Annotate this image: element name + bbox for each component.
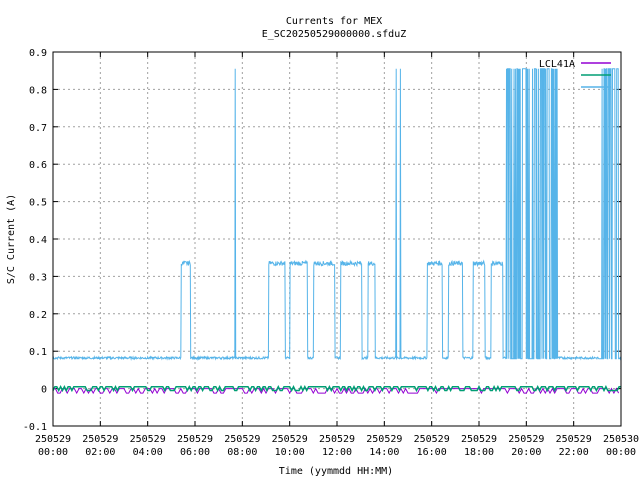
- x-tick-label-date: 250529: [272, 434, 308, 445]
- plot-frame: [52, 51, 622, 427]
- x-tick-label-time: 12:00: [322, 447, 352, 458]
- y-axis-label: S/C Current (A): [6, 194, 17, 284]
- y-tick-label: 0.6: [29, 160, 47, 171]
- x-tick-label-time: 00:00: [38, 447, 68, 458]
- x-tick-label-date: 250529: [366, 434, 402, 445]
- legend: LCL41A: [539, 59, 611, 88]
- x-tick-label-date: 250529: [414, 434, 450, 445]
- y-tick-label: 0: [41, 385, 47, 396]
- x-tick-label-time: 14:00: [369, 447, 399, 458]
- y-tick-label: 0.4: [29, 235, 47, 246]
- x-tick-label-date: 250529: [461, 434, 497, 445]
- chart-subtitle: E_SC20250529000000.sfduZ: [262, 29, 407, 40]
- x-tick-label-date: 250529: [82, 434, 118, 445]
- y-axis-ticks: -0.1 0 0.1 0.2 0.3 0.4 0.5 0.6 0.7 0.8 0.9: [23, 48, 621, 433]
- x-tick-label-date: 250529: [130, 434, 166, 445]
- y-tick-label: 0.8: [29, 85, 47, 96]
- y-tick-label: 0.3: [29, 272, 47, 283]
- x-tick-label-time: 16:00: [417, 447, 447, 458]
- x-axis-ticks: 250529 00:00 250529 02:00 250529 04:00 250529 0…: [35, 52, 639, 458]
- x-tick-label-time: 18:00: [464, 447, 494, 458]
- x-tick-label-date: 250529: [508, 434, 544, 445]
- x-tick-label-date: 250530: [603, 434, 639, 445]
- x-tick-label-time: 20:00: [511, 447, 541, 458]
- legend-label: LCL41A: [539, 59, 575, 70]
- series-line-blue: [52, 68, 622, 361]
- y-tick-label: 0.2: [29, 310, 47, 321]
- x-tick-label-time: 10:00: [275, 447, 305, 458]
- series-line-green: [52, 384, 621, 393]
- y-tick-label: -0.1: [23, 422, 47, 433]
- x-tick-label-date: 250529: [224, 434, 260, 445]
- x-tick-label-time: 06:00: [180, 447, 210, 458]
- x-tick-label-time: 04:00: [133, 447, 163, 458]
- y-tick-label: 0.9: [29, 48, 47, 59]
- x-tick-label-time: 08:00: [227, 447, 257, 458]
- x-tick-label-date: 250529: [177, 434, 213, 445]
- x-tick-label-time: 02:00: [85, 447, 115, 458]
- x-axis-label: Time (yymmdd HH:MM): [279, 466, 393, 477]
- y-tick-label: 0.5: [29, 198, 47, 209]
- y-tick-label: 0.1: [29, 347, 47, 358]
- chart-title: Currents for MEX: [286, 16, 382, 27]
- y-tick-label: 0.7: [29, 123, 47, 134]
- x-tick-label-date: 250529: [319, 434, 355, 445]
- x-tick-label-date: 250529: [35, 434, 71, 445]
- series-lines: [52, 68, 622, 395]
- x-tick-label-time: 22:00: [559, 447, 589, 458]
- x-tick-label-date: 250529: [556, 434, 592, 445]
- x-tick-label-time: 00:00: [606, 447, 636, 458]
